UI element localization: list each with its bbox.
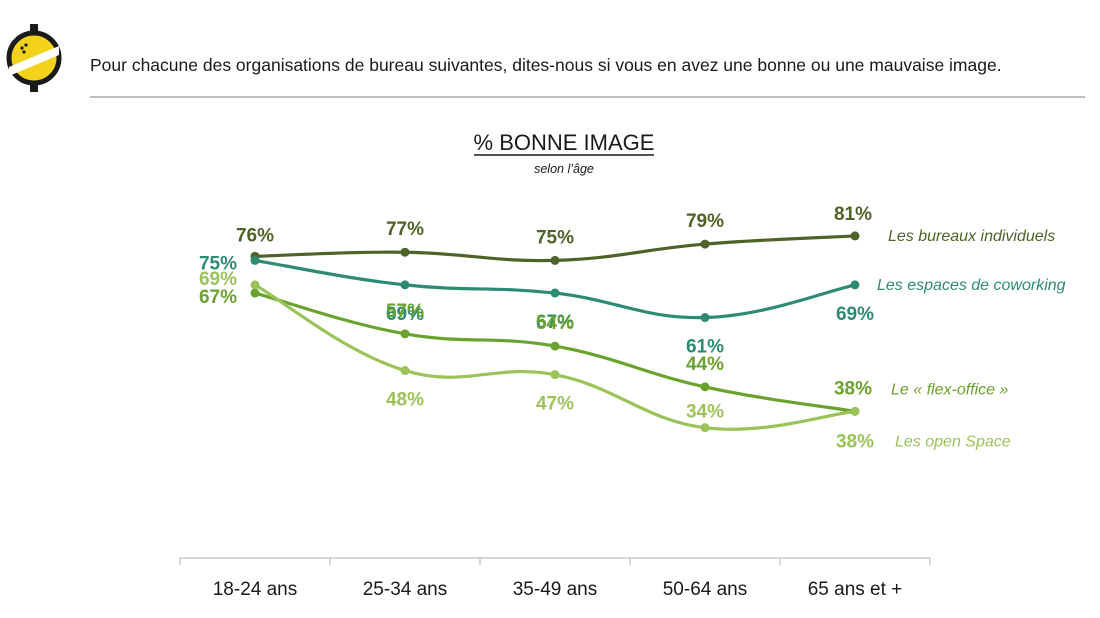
- data-label: 69%: [836, 304, 874, 325]
- data-label: 79%: [686, 211, 724, 232]
- data-point: [850, 231, 860, 241]
- data-point: [550, 288, 560, 298]
- data-label: 61%: [686, 337, 724, 358]
- x-tick-label: 25-34 ans: [363, 579, 448, 600]
- data-label: 81%: [834, 204, 872, 225]
- series-label: Le « flex-office »: [891, 381, 1009, 398]
- data-point: [400, 366, 410, 376]
- chart-subtitle: selon l’âge: [534, 162, 594, 176]
- data-label: 67%: [536, 312, 574, 333]
- data-point: [700, 423, 710, 433]
- data-point: [250, 288, 260, 298]
- data-point: [550, 370, 560, 380]
- data-label: 54%: [536, 313, 574, 334]
- series-label: Les open Space: [895, 433, 1011, 450]
- data-point: [850, 406, 860, 416]
- data-point: [400, 329, 410, 339]
- data-label: 67%: [199, 287, 237, 308]
- data-point: [550, 341, 560, 351]
- data-label: 75%: [536, 227, 574, 248]
- data-label: 69%: [199, 269, 237, 290]
- data-point: [250, 255, 260, 265]
- x-tick-label: 65 ans et +: [808, 579, 903, 600]
- data-label: 75%: [199, 253, 237, 274]
- series-label: Les espaces de coworking: [877, 277, 1066, 294]
- data-point: [400, 280, 410, 290]
- data-point: [550, 255, 560, 265]
- survey-question: Pour chacune des organisations de bureau…: [90, 55, 1002, 75]
- data-point: [700, 239, 710, 249]
- data-label: 57%: [386, 301, 424, 322]
- data-label: 76%: [236, 225, 274, 246]
- brand-logo-icon: [6, 24, 62, 92]
- data-label: 44%: [686, 354, 724, 375]
- data-label: 38%: [836, 431, 874, 452]
- data-label: 69%: [386, 304, 424, 325]
- data-label: 77%: [386, 219, 424, 240]
- data-point: [700, 313, 710, 323]
- data-point: [700, 382, 710, 392]
- data-label: 47%: [536, 394, 574, 415]
- data-label: 34%: [686, 402, 724, 423]
- data-label: 38%: [834, 378, 872, 399]
- series-label: Les bureaux individuels: [888, 228, 1055, 245]
- x-tick-label: 50-64 ans: [663, 579, 748, 600]
- x-tick-label: 35-49 ans: [513, 579, 598, 600]
- chart-title: % BONNE IMAGE: [474, 130, 655, 155]
- data-label: 48%: [386, 390, 424, 411]
- data-point: [250, 280, 260, 290]
- header-divider: [90, 96, 1085, 98]
- data-point: [400, 247, 410, 257]
- data-point: [850, 280, 860, 290]
- x-tick-label: 18-24 ans: [213, 579, 298, 600]
